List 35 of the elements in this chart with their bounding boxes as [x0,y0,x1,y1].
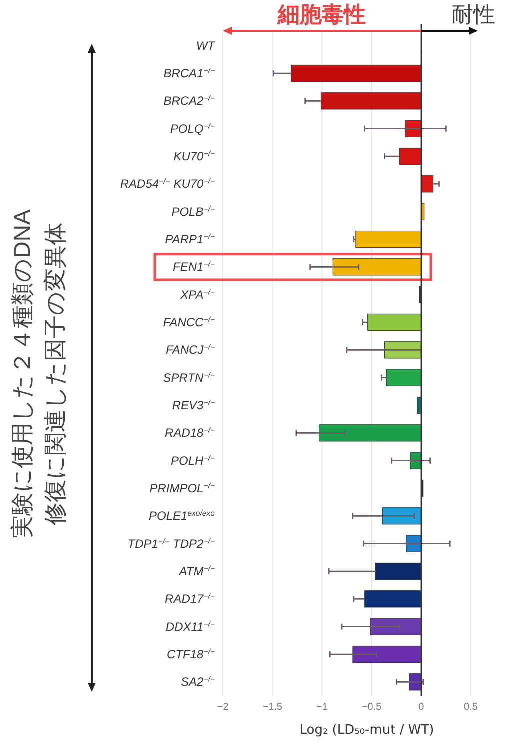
text: 耐性 [452,2,496,27]
y-tick-label: POLB$^{−/−}$ [172,204,216,219]
y-tick-label: RAD17$^{−/−}$ [165,592,216,606]
x-tick-label: −1.5 [262,702,283,713]
y-tick-label: POLQ$^{−/−}$ [170,121,216,136]
y-tick-label: FANCC$^{−/−}$ [163,315,216,330]
y-tick-label: XPA$^{−/−}$ [180,287,216,302]
y-tick-label: BRCA1$^{−/−}$ [164,66,216,80]
x-tick-label: −2 [217,702,230,713]
y-tick-label: TDP1$^{−/−}$ TDP2$^{−/−}$ [128,536,216,551]
y-tick-label: PRIMPOL$^{−/−}$ [150,481,216,496]
y-tick-label: FEN1$^{−/−}$ [173,260,216,274]
y-tick-label: PARP1$^{−/−}$ [165,232,216,246]
y-tick-label: FANCJ$^{−/−}$ [166,342,216,358]
y-tick-label: CTF18$^{−/−}$ [167,647,216,662]
x-tick-label: −1 [316,702,328,713]
x-tick-label: −0.5 [362,702,382,713]
y-tick-label: WT [196,38,217,53]
y-tick-label: RAD18$^{−/−}$ [165,426,216,440]
y-tick-label: POLH$^{−/−}$ [171,453,216,468]
text: 修復に関連した因子の変異体 [42,222,68,526]
y-tick-label: DDX11$^{−/−}$ [166,619,216,634]
text: 細胞毒性 [277,2,366,27]
text: 実験に使用した２４種類のDNA [9,209,35,538]
y-tick-label: ATM$^{−/−}$ [178,564,216,578]
x-tick-label: 0.5 [464,702,478,713]
y-tick-label: BRCA2$^{−/−}$ [164,94,216,108]
x-axis-title: Log₂ (LD₅₀-mut / WT) [300,723,434,738]
y-tick-label: POLE1$^{exo/exo}$ [148,508,216,524]
y-tick-label: SPRTN$^{−/−}$ [163,370,216,385]
x-tick-label: 0 [418,702,425,713]
y-tick-label: REV3$^{−/−}$ [172,398,216,412]
y-tick-label: RAD54$^{−/−}$ KU70$^{−/−}$ [120,176,216,192]
y-tick-label: SA2$^{−/−}$ [181,674,216,690]
y-tick-label: KU70$^{−/−}$ [174,149,216,164]
